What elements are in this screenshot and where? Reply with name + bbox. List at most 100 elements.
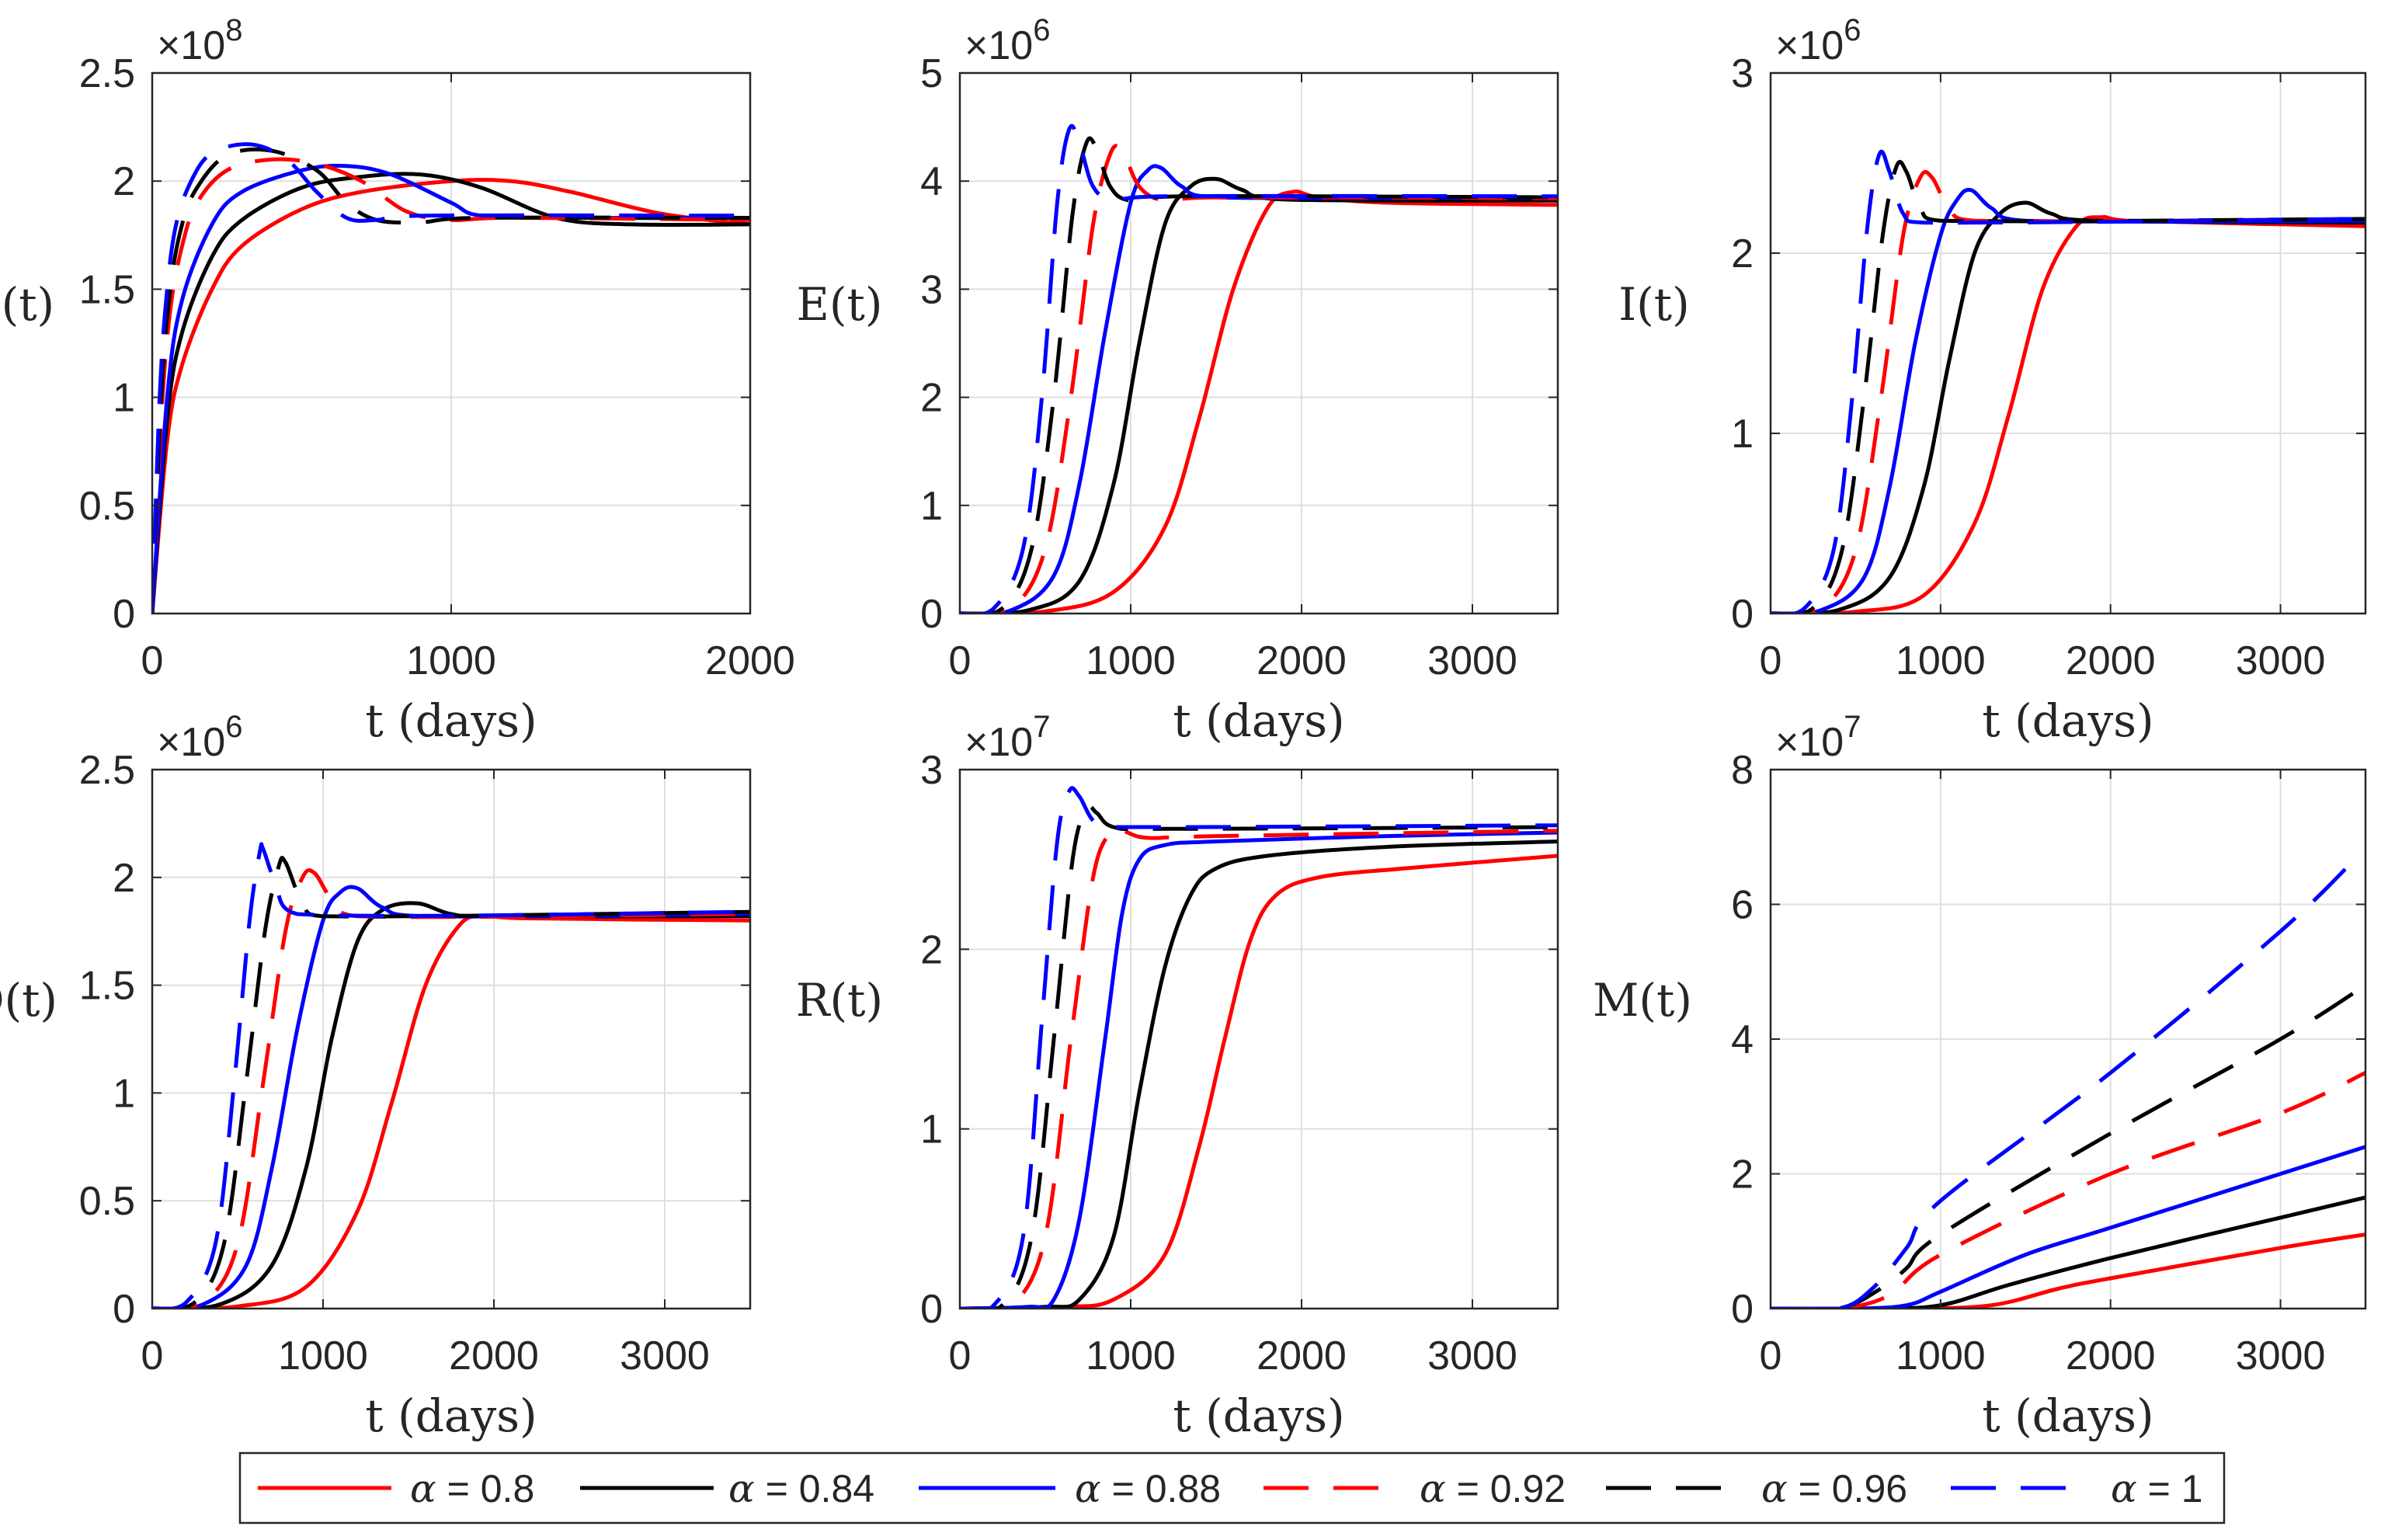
plot-area (960, 73, 1558, 614)
y-multiplier: ×106 (965, 13, 1050, 68)
subplot-st: 0 1000 2000 0 0.5 1 1.5 2 2.5 ×108 t (days) S(t) (0, 13, 795, 747)
y-tick-label: 2 (113, 159, 135, 204)
series-line-alpha0.92 (960, 826, 1558, 1309)
series-line-alpha0.8 (152, 177, 750, 614)
series-group (960, 123, 1558, 614)
x-tick-label: 0 (949, 1333, 972, 1378)
subplot-it: 0 1000 2000 3000 0 1 2 3 ×106 t (days) I(t) (1618, 13, 2367, 747)
y-tick-label: 6 (1731, 883, 1754, 928)
legend-box (238, 1451, 2226, 1524)
y-tick-label: 0 (920, 1287, 943, 1332)
x-tick-label: 1000 (1896, 1333, 1986, 1378)
legend-entry: α = 1 (1951, 1466, 2203, 1511)
legend-symbol: α (1075, 1466, 1101, 1511)
series-line-alpha1 (152, 842, 750, 1309)
legend: α = 0.8 α = 0.84 α = 0.88 α = 0.92 α = 0.96 α… (238, 1451, 2226, 1524)
series-line-alpha0.8 (960, 853, 1558, 1309)
x-tick-label: 0 (1760, 1333, 1782, 1378)
x-tick-label: 1000 (278, 1333, 368, 1378)
y-tick-label: 1 (113, 1071, 135, 1116)
y-tick-label: 2 (920, 927, 943, 972)
y-tick-label: 3 (1731, 51, 1754, 96)
y-tick-label: 4 (920, 159, 943, 204)
series-line-alpha0.84 (960, 840, 1558, 1309)
y-tick-label: 8 (1731, 748, 1754, 793)
y-tick-label: 1.5 (79, 267, 135, 312)
x-tick-label: 0 (949, 638, 972, 683)
series-line-alpha1 (152, 142, 750, 614)
subplot-qt: 0 1000 2000 3000 0 0.5 1 1.5 2 2.5 ×106 t (days) Q(t… (0, 710, 752, 1442)
y-multiplier: ×108 (157, 13, 242, 68)
y-tick-label: 2.5 (79, 748, 135, 793)
y-multiplier-base: ×10 (1775, 23, 1844, 68)
series-group (152, 842, 750, 1309)
y-axis-label: E(t) (797, 278, 883, 331)
subplot-rt: 0 1000 2000 3000 0 1 2 3 ×107 t (days) R(t) (796, 710, 1559, 1442)
axes-box (958, 71, 1559, 615)
axes-box (958, 768, 1559, 1310)
y-axis-label: S(t) (0, 278, 54, 331)
y-multiplier-base: ×10 (965, 720, 1033, 765)
subplot-mt: 0 1000 2000 3000 0 2 4 6 8 ×107 t (days) M(t) (1593, 710, 2367, 1442)
series-line-alpha0.84 (152, 172, 750, 614)
y-tick-label: 0 (1731, 1287, 1754, 1332)
x-tick-label: 3000 (2236, 1333, 2326, 1378)
x-tick-label: 2000 (1257, 638, 1347, 683)
y-tick-label: 0 (920, 592, 943, 637)
series-line-alpha0.96 (960, 804, 1558, 1309)
series-line-alpha1 (960, 123, 1558, 614)
x-tick-label: 2000 (2066, 1333, 2156, 1378)
x-tick-label: 0 (1760, 638, 1782, 683)
x-tick-label: 3000 (1427, 638, 1517, 683)
legend-label: α = 0.96 (1761, 1466, 1907, 1511)
legend-label: α = 0.92 (1420, 1466, 1566, 1511)
y-axis-label: R(t) (796, 974, 883, 1027)
legend-value: = 0.8 (436, 1467, 535, 1510)
plot-area (960, 770, 1558, 1309)
x-tick-label: 3000 (2236, 638, 2326, 683)
y-tick-label: 4 (1731, 1017, 1754, 1062)
legend-symbol: α (728, 1466, 755, 1511)
series-line-alpha0.96 (152, 856, 750, 1309)
legend-value: = 1 (2137, 1467, 2203, 1510)
legend-label: α = 0.8 (410, 1466, 534, 1511)
series-line-alpha0.8 (1771, 1232, 2365, 1309)
x-axis-label: t (days) (1982, 694, 2153, 747)
y-tick-label: 2.5 (79, 51, 135, 96)
legend-entry: α = 0.84 (580, 1466, 874, 1511)
legend-entry: α = 0.88 (919, 1466, 1221, 1511)
y-multiplier: ×107 (1775, 710, 1861, 765)
legend-symbol: α (1761, 1466, 1788, 1511)
legend-label: α = 0.84 (728, 1466, 874, 1511)
y-multiplier-base: ×10 (157, 720, 225, 765)
series-group (960, 786, 1558, 1309)
y-multiplier-base: ×10 (157, 23, 225, 68)
legend-value: = 0.88 (1101, 1467, 1221, 1510)
x-tick-label: 0 (141, 1333, 164, 1378)
y-tick-label: 1 (1731, 412, 1754, 457)
x-tick-label: 1000 (1896, 638, 1986, 683)
y-tick-label: 0 (1731, 592, 1754, 637)
y-tick-label: 1 (113, 376, 135, 421)
series-line-alpha0.88 (960, 830, 1558, 1309)
y-tick-label: 3 (920, 748, 943, 793)
legend-symbol: α (1420, 1466, 1446, 1511)
legend-symbol: α (410, 1466, 436, 1511)
y-multiplier-exponent: 6 (1033, 13, 1050, 47)
y-multiplier: ×106 (157, 710, 242, 765)
y-multiplier-exponent: 6 (225, 710, 242, 744)
y-tick-label: 2 (1731, 231, 1754, 276)
legend-label: α = 1 (2111, 1466, 2203, 1511)
series-group (152, 142, 750, 614)
axes-box (151, 768, 752, 1310)
y-multiplier-exponent: 8 (225, 13, 242, 47)
y-tick-label: 1.5 (79, 964, 135, 1009)
y-tick-label: 2 (1731, 1152, 1754, 1198)
y-tick-label: 0.5 (79, 1179, 135, 1224)
y-tick-label: 1 (920, 484, 943, 529)
x-tick-label: 1000 (1086, 1333, 1176, 1378)
legend-symbol: α (2111, 1466, 2137, 1511)
y-axis-label: I(t) (1618, 278, 1689, 331)
y-multiplier-base: ×10 (965, 23, 1033, 68)
